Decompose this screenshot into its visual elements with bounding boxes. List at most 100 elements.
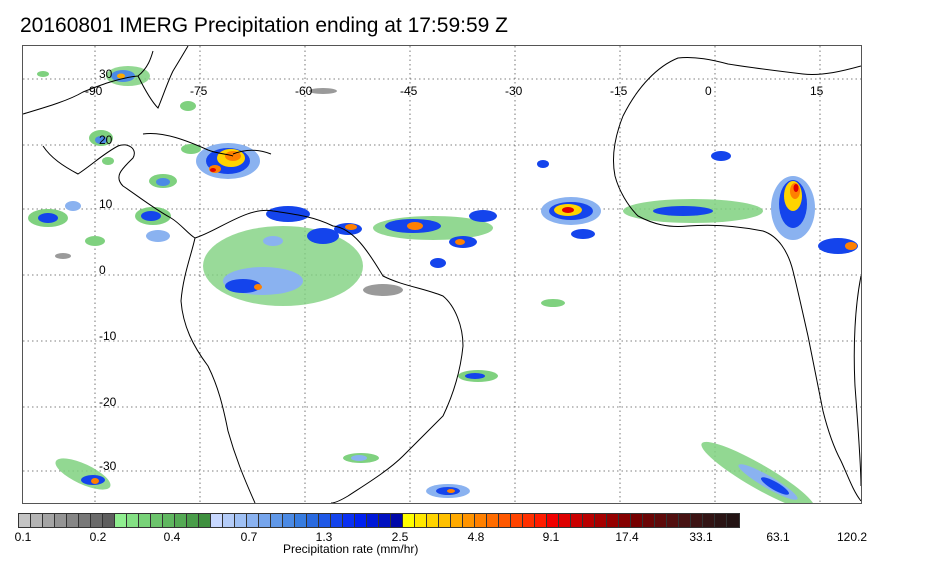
precip-patch xyxy=(818,238,858,254)
colorbar-swatch xyxy=(703,514,715,527)
colorbar-tick-label: 0.4 xyxy=(163,530,181,544)
coastline-africa xyxy=(612,57,861,502)
colorbar-swatch xyxy=(115,514,127,527)
colorbar-swatch xyxy=(487,514,499,527)
latitude-label: 30 xyxy=(99,67,113,81)
colorbar-swatch xyxy=(439,514,451,527)
colorbar-swatch xyxy=(571,514,583,527)
precip-patch xyxy=(447,489,455,493)
colorbar-swatch xyxy=(247,514,259,527)
longitude-label: -15 xyxy=(610,84,628,98)
colorbar-swatch xyxy=(91,514,103,527)
coastline-hispaniola xyxy=(232,149,272,155)
colorbar-swatch xyxy=(175,514,187,527)
latitude-label: 10 xyxy=(99,197,113,211)
precip-patch xyxy=(225,279,261,293)
colorbar xyxy=(18,513,740,528)
precip-patch xyxy=(309,88,337,94)
precip-patch xyxy=(156,178,170,186)
colorbar-swatch xyxy=(295,514,307,527)
precip-patch xyxy=(141,211,161,221)
colorbar-swatch xyxy=(379,514,391,527)
precip-patch xyxy=(263,236,283,246)
precip-patch xyxy=(653,206,713,216)
precip-patch xyxy=(180,101,196,111)
colorbar-swatch xyxy=(343,514,355,527)
colorbar-swatch xyxy=(511,514,523,527)
precip-patch xyxy=(571,229,595,239)
colorbar-swatch xyxy=(259,514,271,527)
precip-patch xyxy=(793,184,799,192)
precipitation-map[interactable]: -90 -75 -60 -45 -30 -15 0 15 30 20 10 0 -10 -20 -30 xyxy=(22,45,862,504)
latitude-label: 20 xyxy=(99,133,113,147)
map-title: 20160801 IMERG Precipitation ending at 1… xyxy=(20,14,508,37)
colorbar-swatch xyxy=(235,514,247,527)
colorbar-tick-label: 0.1 xyxy=(14,530,32,544)
colorbar-label: Precipitation rate (mm/hr) xyxy=(283,542,419,556)
coastline-north-america xyxy=(23,46,189,115)
colorbar-swatch xyxy=(163,514,175,527)
precip-patch xyxy=(711,151,731,161)
colorbar-swatch xyxy=(355,514,367,527)
colorbar-swatch xyxy=(667,514,679,527)
colorbar-swatch xyxy=(151,514,163,527)
longitude-label: 15 xyxy=(810,84,824,98)
precip-patch xyxy=(430,258,446,268)
coastlines xyxy=(23,46,861,503)
precip-patch xyxy=(363,284,403,296)
precip-patch xyxy=(210,168,216,172)
colorbar-tick-label: 33.1 xyxy=(689,530,713,544)
precip-patch xyxy=(465,373,485,379)
precip-patch xyxy=(37,71,49,77)
colorbar-tick-label: 2.5 xyxy=(391,530,409,544)
precip-patch xyxy=(541,299,565,307)
coastline-yucatan xyxy=(42,144,196,239)
colorbar-swatch xyxy=(319,514,331,527)
precip-patch xyxy=(117,73,125,79)
colorbar-swatch xyxy=(691,514,703,527)
latitude-label: -30 xyxy=(99,459,117,473)
precip-patch xyxy=(469,210,497,222)
colorbar-swatch xyxy=(427,514,439,527)
colorbar-swatch xyxy=(199,514,211,527)
colorbar-swatch xyxy=(403,514,415,527)
coastline-south-america xyxy=(180,209,464,503)
colorbar-swatch xyxy=(271,514,283,527)
precip-patch xyxy=(345,224,357,230)
colorbar-swatch xyxy=(535,514,547,527)
colorbar-swatch xyxy=(715,514,727,527)
longitude-label: -90 xyxy=(85,84,103,98)
precip-patch xyxy=(307,228,339,244)
precip-patch xyxy=(91,478,99,484)
colorbar-swatch xyxy=(595,514,607,527)
longitude-label: -60 xyxy=(295,84,313,98)
colorbar-swatch xyxy=(127,514,139,527)
precip-patch xyxy=(85,236,105,246)
colorbar-swatch xyxy=(55,514,67,527)
longitude-label: -45 xyxy=(400,84,418,98)
colorbar-swatch xyxy=(211,514,223,527)
precip-patch xyxy=(181,144,201,154)
colorbar-swatch xyxy=(67,514,79,527)
precipitation-field xyxy=(28,66,858,503)
precip-patch xyxy=(455,239,465,245)
grid-lines xyxy=(23,46,861,503)
colorbar-swatch xyxy=(475,514,487,527)
map-canvas: -90 -75 -60 -45 -30 -15 0 15 30 20 10 0 -10 -20 -30 xyxy=(23,46,861,503)
colorbar-swatch xyxy=(79,514,91,527)
precip-patch xyxy=(38,213,58,223)
colorbar-tick-label: 0.2 xyxy=(89,530,107,544)
latitude-label: -10 xyxy=(99,329,117,343)
colorbar-swatch xyxy=(139,514,151,527)
colorbar-tick-label: 17.4 xyxy=(615,530,639,544)
precip-patch xyxy=(562,207,574,213)
precip-patch xyxy=(55,253,71,259)
precip-patch xyxy=(845,242,857,250)
precip-patch xyxy=(701,441,815,503)
colorbar-swatch xyxy=(679,514,691,527)
colorbar-swatch xyxy=(523,514,535,527)
latitude-label: -20 xyxy=(99,395,117,409)
colorbar-swatch xyxy=(223,514,235,527)
precip-patch xyxy=(266,206,310,222)
precip-patch xyxy=(254,284,262,290)
